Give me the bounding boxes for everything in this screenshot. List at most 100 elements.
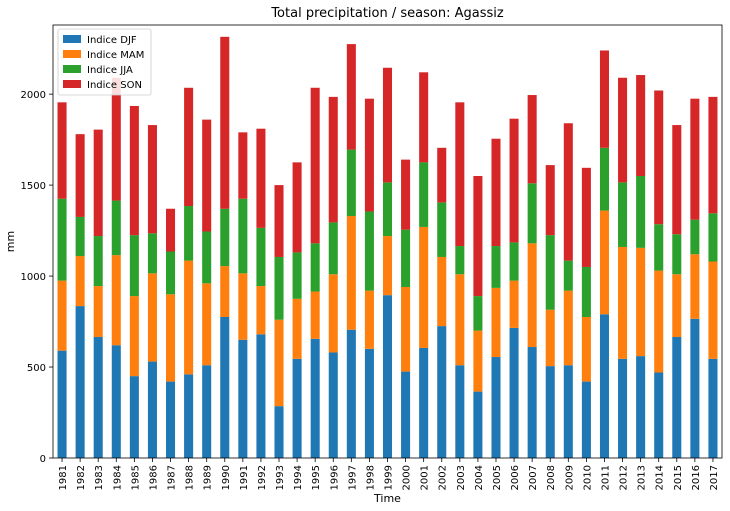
x-tick-label-1997: 1997 [347, 465, 358, 490]
bar-1989-series-0 [202, 365, 212, 458]
bar-1981-series-2 [57, 198, 67, 281]
x-tick-label-1993: 1993 [275, 465, 286, 490]
bar-1985-series-2 [129, 235, 139, 297]
bar-1994-series-0 [292, 358, 302, 458]
bar-2009-series-0 [563, 365, 573, 458]
bar-2004-series-0 [473, 391, 483, 458]
bar-1982-series-1 [75, 256, 85, 307]
x-axis-label: Time [373, 492, 401, 505]
bar-1991-series-3 [238, 132, 248, 199]
bar-2004-series-3 [473, 176, 483, 297]
bar-2016-series-2 [690, 219, 700, 255]
bar-2009-series-3 [563, 123, 573, 261]
bar-1999-series-2 [382, 182, 393, 237]
bar-1989-series-1 [202, 283, 212, 366]
bar-1983-series-0 [93, 337, 103, 458]
bar-1997-series-2 [346, 149, 356, 217]
bar-2016-series-1 [690, 254, 700, 319]
bar-2007-series-2 [527, 183, 537, 244]
bar-2014-series-0 [654, 372, 664, 458]
bar-1994-series-2 [292, 252, 302, 299]
bar-2005-series-1 [491, 287, 501, 358]
bar-1991-series-1 [238, 273, 248, 340]
legend-swatch-1 [63, 50, 81, 58]
bar-1988-series-2 [184, 206, 194, 261]
x-tick-label-2012: 2012 [619, 465, 630, 490]
y-tick-label-1500: 1500 [21, 181, 46, 192]
bar-1996-series-1 [328, 274, 338, 353]
bar-1983-series-1 [93, 286, 103, 338]
bar-2006-series-2 [509, 242, 519, 281]
legend-box [57, 28, 152, 96]
bar-1998-series-1 [364, 290, 374, 349]
bar-1983-series-2 [93, 236, 103, 287]
x-tick-label-2011: 2011 [600, 465, 611, 490]
x-tick-label-2016: 2016 [691, 465, 702, 490]
bar-1995-series-2 [310, 243, 320, 292]
x-tick-label-1998: 1998 [365, 465, 376, 490]
x-tick-label-1990: 1990 [221, 465, 232, 490]
x-tick-label-2005: 2005 [492, 465, 503, 490]
bar-2012-series-1 [618, 246, 628, 359]
bar-1991-series-0 [238, 339, 248, 458]
bar-2003-series-0 [455, 365, 465, 458]
bar-1993-series-2 [274, 256, 284, 320]
x-tick-label-1984: 1984 [112, 465, 123, 490]
bar-2012-series-0 [618, 358, 628, 458]
y-axis: 0 500 1000 1500 2000 [21, 90, 53, 465]
x-tick-label-2007: 2007 [528, 465, 539, 490]
y-tick-label-2000: 2000 [21, 90, 46, 101]
bar-2000-series-0 [401, 371, 411, 458]
bar-2011-series-1 [599, 210, 609, 315]
y-tick-label-500: 500 [27, 363, 46, 374]
bar-1988-series-0 [184, 374, 194, 458]
bar-2007-series-1 [527, 243, 537, 348]
legend-label-3: Indice SON [87, 80, 142, 91]
bar-1989-series-3 [202, 119, 212, 232]
bar-2010-series-1 [581, 317, 591, 382]
bar-1990-series-1 [220, 266, 230, 318]
bar-1986-series-3 [147, 125, 157, 234]
bar-2013-series-1 [636, 247, 646, 357]
bar-2005-series-0 [491, 357, 501, 458]
x-tick-label-1996: 1996 [329, 465, 340, 490]
bars-layer [57, 36, 718, 458]
bar-1984-series-3 [111, 77, 121, 201]
x-tick-label-1987: 1987 [167, 465, 178, 490]
bar-2009-series-1 [563, 290, 573, 366]
bar-2015-series-1 [672, 274, 682, 338]
bar-2008-series-0 [545, 366, 555, 458]
bar-1986-series-0 [147, 361, 157, 458]
bar-2003-series-3 [455, 102, 465, 247]
x-tick-label-1983: 1983 [94, 465, 105, 490]
legend-swatch-3 [63, 80, 81, 88]
x-tick-label-1989: 1989 [203, 465, 214, 490]
bar-1995-series-3 [310, 87, 320, 244]
bar-1996-series-3 [328, 96, 338, 223]
bar-1983-series-3 [93, 129, 103, 237]
bar-2011-series-3 [599, 50, 609, 148]
bar-2005-series-2 [491, 246, 501, 288]
x-tick-label-2006: 2006 [510, 465, 521, 490]
bar-1981-series-1 [57, 280, 67, 351]
bar-2017-series-1 [708, 261, 718, 359]
bar-2005-series-3 [491, 138, 501, 247]
x-tick-label-2017: 2017 [709, 465, 720, 490]
bar-1981-series-0 [57, 350, 67, 458]
x-tick-label-2002: 2002 [438, 465, 449, 490]
bar-1982-series-0 [75, 306, 85, 458]
x-tick-label-2001: 2001 [420, 465, 431, 490]
bar-2011-series-2 [599, 147, 609, 211]
bar-1998-series-3 [364, 98, 374, 212]
bar-2004-series-1 [473, 330, 483, 392]
bar-2007-series-0 [527, 347, 537, 458]
bar-1992-series-0 [256, 334, 266, 458]
bar-2000-series-3 [401, 159, 411, 230]
bar-1993-series-1 [274, 319, 284, 407]
bar-1997-series-0 [346, 329, 356, 458]
bar-2006-series-0 [509, 327, 519, 458]
bar-1985-series-3 [129, 105, 139, 236]
bar-1986-series-1 [147, 273, 157, 362]
bar-1987-series-1 [166, 294, 176, 382]
x-tick-label-1991: 1991 [239, 465, 250, 490]
